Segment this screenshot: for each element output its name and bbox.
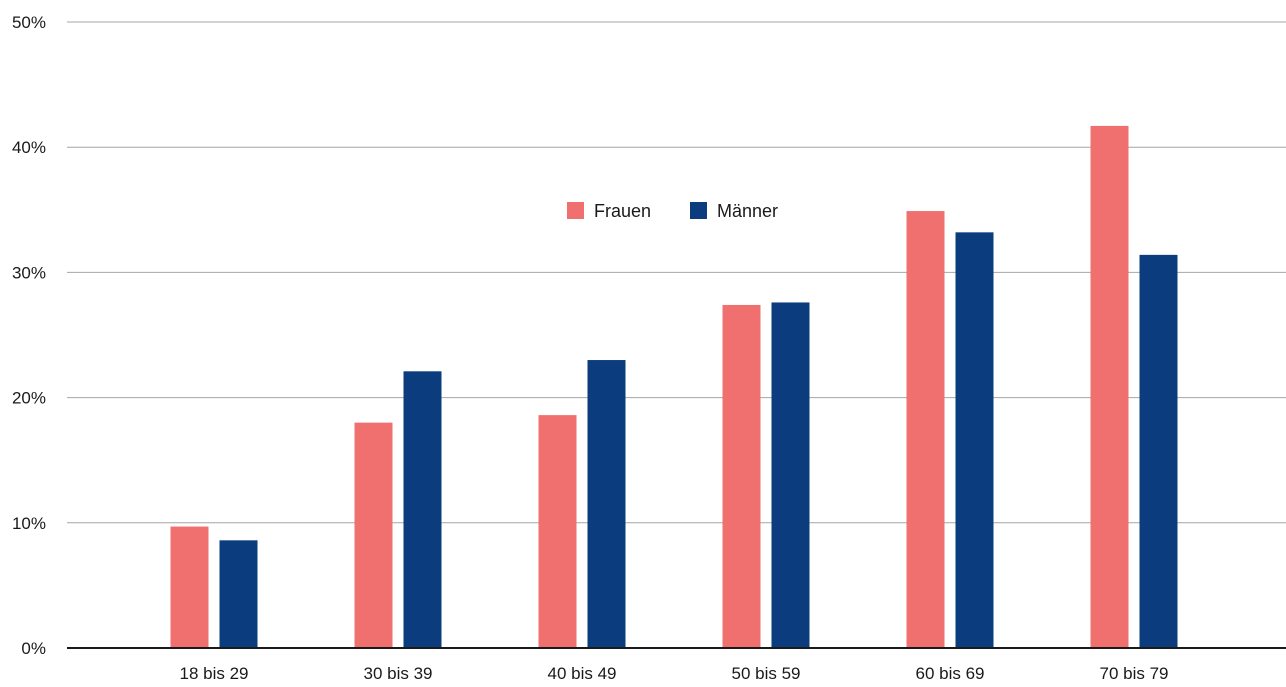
bars-layer <box>170 125 1178 648</box>
bar-mnner-5 <box>1139 254 1178 648</box>
x-tick-label: 30 bis 39 <box>364 664 433 682</box>
x-tick-label: 18 bis 29 <box>180 664 249 682</box>
y-tick-label: 10% <box>12 514 46 533</box>
axis-layer: 0% 10% 20% 30% 40% 50% 18 bis 29 30 bis 39 40 bi… <box>12 13 1286 683</box>
legend-swatch <box>567 202 584 219</box>
bar-frauen-5 <box>1090 125 1129 648</box>
bar-frauen-2 <box>538 415 577 648</box>
legend-label: Männer <box>717 201 778 221</box>
legend: Frauen Männer <box>567 201 778 221</box>
legend-swatch <box>690 202 707 219</box>
bar-mnner-4 <box>955 232 994 648</box>
bar-mnner-2 <box>587 360 626 648</box>
bar-mnner-3 <box>771 302 810 648</box>
x-tick-label: 40 bis 49 <box>548 664 617 682</box>
bar-frauen-0 <box>170 526 209 648</box>
bar-mnner-1 <box>403 371 442 648</box>
grid-layer <box>67 21 1286 524</box>
y-tick-label: 0% <box>21 639 46 658</box>
y-tick-label: 50% <box>12 13 46 32</box>
x-tick-label: 70 bis 79 <box>1100 664 1169 682</box>
bar-frauen-3 <box>722 304 761 648</box>
bar-frauen-1 <box>354 422 393 648</box>
x-tick-label: 60 bis 69 <box>916 664 985 682</box>
legend-label: Frauen <box>594 201 651 221</box>
y-tick-label: 20% <box>12 389 46 408</box>
y-tick-label: 40% <box>12 138 46 157</box>
x-tick-label: 50 bis 59 <box>732 664 801 682</box>
bar-frauen-4 <box>906 211 945 648</box>
y-tick-label: 30% <box>12 263 46 282</box>
bar-mnner-0 <box>219 540 258 648</box>
